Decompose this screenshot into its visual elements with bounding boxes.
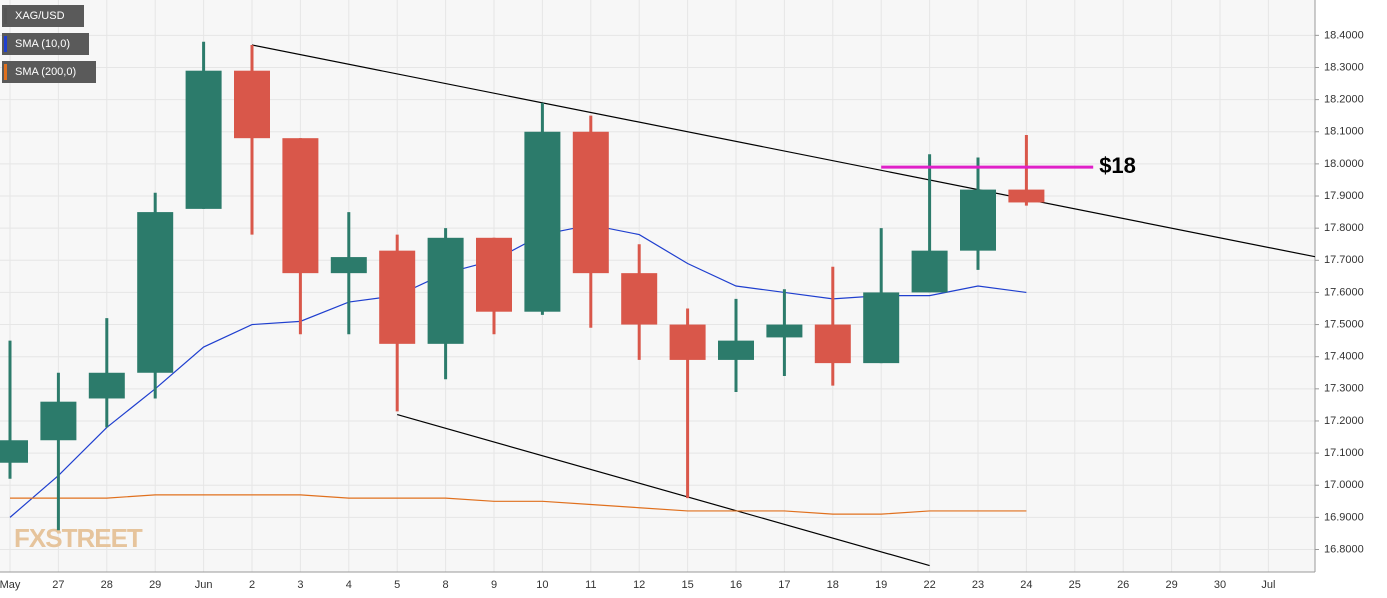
- y-tick-label: 18.4000: [1324, 29, 1364, 41]
- legend-item: SMA (200,0): [2, 61, 96, 83]
- y-tick-label: 17.1000: [1324, 447, 1364, 459]
- y-tick-label: 18.2000: [1324, 94, 1364, 106]
- legend-item: SMA (10,0): [2, 33, 89, 55]
- sma-line: [10, 494, 1027, 515]
- candle-body: [0, 440, 28, 463]
- candle-body: [814, 324, 851, 364]
- x-tick-label: 27: [52, 579, 64, 591]
- y-tick-label: 17.9000: [1324, 190, 1364, 202]
- x-tick-label: 4: [346, 579, 352, 591]
- candle-body: [330, 257, 367, 274]
- candle-body: [669, 324, 706, 360]
- x-tick-label: 11: [585, 579, 596, 591]
- x-tick-label: 30: [1214, 579, 1226, 591]
- legend-swatch: [4, 36, 7, 52]
- x-tick-label: 10: [536, 579, 548, 591]
- legend-label: SMA (200,0): [15, 66, 76, 78]
- x-tick-label: 5: [394, 579, 400, 591]
- candle-body: [960, 189, 996, 251]
- x-tick-label: 17: [778, 579, 790, 591]
- candle-body: [379, 250, 416, 344]
- x-tick-label: 25: [1069, 579, 1081, 591]
- x-tick-label: Jun: [195, 579, 213, 591]
- legend-box: [2, 33, 89, 55]
- y-tick-label: 16.9000: [1324, 511, 1364, 523]
- x-tick-label: 12: [633, 579, 645, 591]
- x-tick-label: Jul: [1261, 579, 1275, 591]
- x-tick-label: 23: [972, 579, 984, 591]
- y-tick-label: 18.1000: [1324, 126, 1364, 138]
- watermark: FXSTREET: [14, 523, 143, 553]
- axis-background: [1315, 0, 1387, 598]
- candle-body: [427, 237, 464, 344]
- legend-box: [2, 61, 96, 83]
- axis-background: [0, 572, 1315, 598]
- candle-body: [718, 340, 754, 360]
- x-tick-label: 2: [249, 579, 255, 591]
- x-tick-label: 29: [1165, 579, 1177, 591]
- x-tick-label: 18: [827, 579, 839, 591]
- candle-body: [185, 70, 222, 209]
- legend-item: XAG/USD: [2, 5, 84, 27]
- x-tick-label: 28: [101, 579, 113, 591]
- candle-body: [863, 292, 900, 364]
- legend-box: [2, 5, 84, 27]
- x-tick-label: 3: [297, 579, 303, 591]
- x-tick-label: 16: [730, 579, 742, 591]
- y-tick-label: 18.0000: [1324, 158, 1364, 170]
- y-tick-label: 17.4000: [1324, 351, 1364, 363]
- candle-body: [137, 212, 174, 373]
- x-tick-label: 9: [491, 579, 497, 591]
- x-tick-label: May: [0, 579, 21, 591]
- candle-body: [766, 324, 803, 338]
- y-tick-label: 17.3000: [1324, 383, 1364, 395]
- y-tick-label: 18.3000: [1324, 61, 1364, 73]
- legend-label: SMA (10,0): [15, 38, 70, 50]
- x-tick-label: 8: [443, 579, 449, 591]
- candle-body: [911, 250, 948, 293]
- annotation-label: $18: [1099, 153, 1136, 178]
- y-tick-label: 16.8000: [1324, 543, 1364, 555]
- y-tick-label: 17.2000: [1324, 415, 1364, 427]
- candle-body: [234, 70, 270, 139]
- x-tick-label: 15: [681, 579, 693, 591]
- candle-body: [88, 372, 125, 399]
- candle-body: [476, 237, 512, 312]
- y-tick-label: 17.5000: [1324, 318, 1364, 330]
- candle-body: [40, 401, 77, 441]
- x-tick-label: 26: [1117, 579, 1129, 591]
- y-tick-label: 17.6000: [1324, 286, 1364, 298]
- candle-body: [572, 131, 609, 274]
- x-tick-label: 29: [149, 579, 161, 591]
- candle-body: [621, 273, 658, 325]
- y-tick-label: 17.8000: [1324, 222, 1364, 234]
- candle-body: [1008, 189, 1045, 203]
- y-tick-label: 17.7000: [1324, 254, 1364, 266]
- legend-swatch: [4, 8, 7, 24]
- candle-body: [282, 138, 319, 274]
- candle-body: [524, 131, 561, 312]
- trendline: [251, 44, 1316, 258]
- y-tick-label: 17.0000: [1324, 479, 1364, 491]
- sma-line: [9, 224, 1027, 518]
- legend-label: XAG/USD: [15, 10, 65, 22]
- trendline: [397, 413, 930, 567]
- x-tick-label: 24: [1020, 579, 1032, 591]
- legend-swatch: [4, 64, 7, 80]
- x-tick-label: 19: [875, 579, 887, 591]
- x-tick-label: 22: [923, 579, 935, 591]
